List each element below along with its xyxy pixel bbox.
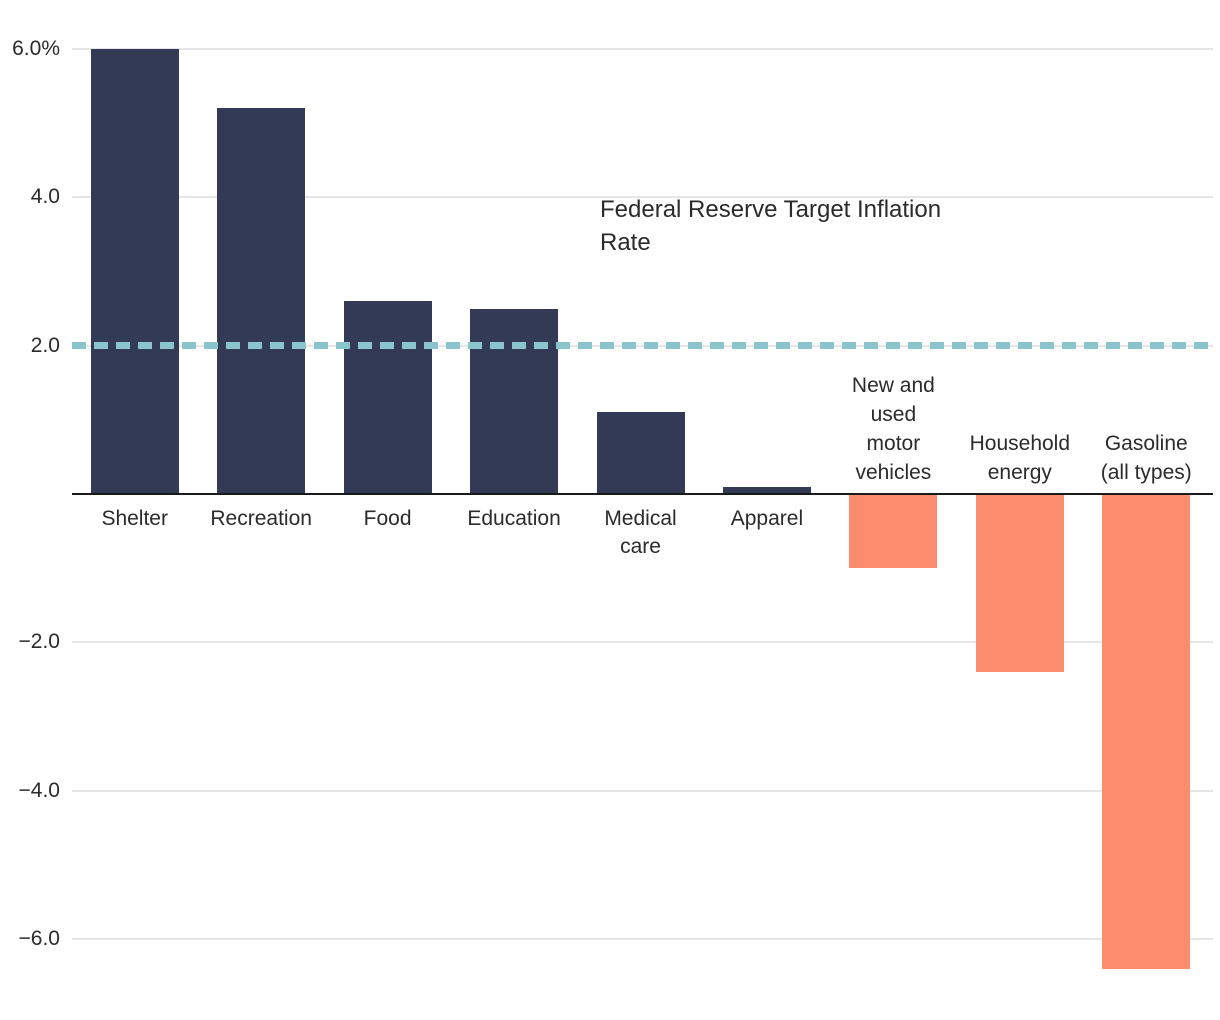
fed-target-annotation: Federal Reserve Target Inflation Rate bbox=[600, 196, 942, 256]
category-label-household-energy: Household energy bbox=[969, 432, 1071, 484]
y-tick-label-4: 4.0 bbox=[30, 185, 60, 209]
bar-apparel bbox=[722, 486, 811, 494]
category-label-gasoline-all-types: Gasoline (all types) bbox=[1100, 432, 1192, 484]
category-label-food: Food bbox=[363, 507, 412, 530]
bar-shelter bbox=[90, 48, 179, 494]
y-tick-label--4: −4.0 bbox=[18, 778, 60, 802]
gridline-6 bbox=[72, 47, 1213, 50]
bar-education bbox=[470, 308, 559, 494]
y-tick-label--2: −2.0 bbox=[18, 630, 60, 654]
bar-household-energy bbox=[975, 494, 1064, 673]
gridline-4 bbox=[72, 196, 1213, 199]
gridline--6 bbox=[72, 938, 1213, 941]
y-tick-label-6: 6.0% bbox=[12, 36, 60, 60]
gridline--2 bbox=[72, 641, 1213, 644]
y-tick-label--6: −6.0 bbox=[18, 927, 60, 951]
bar-recreation bbox=[217, 108, 306, 494]
category-label-apparel: Apparel bbox=[730, 507, 804, 530]
bar-gasoline-all-types bbox=[1102, 494, 1191, 969]
category-label-recreation: Recreation bbox=[210, 507, 312, 530]
bar-medical-care bbox=[596, 412, 685, 494]
bar-food bbox=[343, 301, 432, 494]
category-label-new-and-used-motor-vehicles: New and used motor vehicles bbox=[851, 374, 935, 484]
category-label-education: Education bbox=[467, 507, 561, 530]
category-label-shelter: Shelter bbox=[101, 507, 168, 530]
y-tick-label-2: 2.0 bbox=[30, 333, 60, 357]
zero-axis-line bbox=[72, 492, 1213, 495]
gridline--4 bbox=[72, 789, 1213, 792]
category-label-medical-care: Medical care bbox=[604, 507, 677, 558]
fed-target-dashed-line bbox=[72, 342, 1213, 350]
bar-new-and-used-motor-vehicles bbox=[849, 494, 938, 569]
